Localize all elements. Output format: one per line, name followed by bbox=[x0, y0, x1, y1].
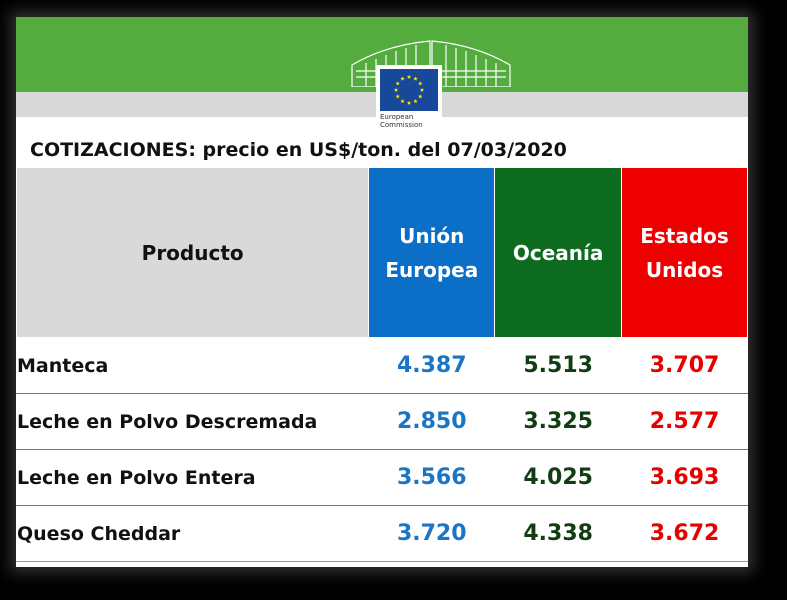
flag-star-icon bbox=[418, 81, 423, 86]
european-commission-logo: European Commission bbox=[346, 37, 516, 131]
column-header-eu-line2: Europea bbox=[385, 257, 479, 282]
page-title: COTIZACIONES: precio en US$/ton. del 07/… bbox=[30, 139, 567, 161]
price-eu: 4.387 bbox=[368, 337, 496, 394]
price-table: Producto Unión Europea Oceanía Estados U… bbox=[16, 167, 748, 562]
table-row: Manteca 4.387 5.513 3.707 bbox=[16, 337, 748, 394]
column-header-product: Producto bbox=[16, 167, 370, 338]
price-oceania: 3.325 bbox=[494, 393, 623, 450]
flag-star-icon bbox=[406, 100, 412, 105]
flag-star-icon bbox=[413, 98, 418, 104]
column-header-us-line2: Unidos bbox=[645, 257, 724, 282]
flag-star-icon bbox=[400, 76, 405, 81]
flag-star-icon bbox=[419, 87, 425, 92]
price-oceania: 5.513 bbox=[494, 337, 623, 394]
price-oceania: 4.338 bbox=[494, 505, 623, 562]
logo-text: European Commission bbox=[380, 113, 440, 129]
column-header-oceania-label: Oceanía bbox=[512, 240, 604, 265]
table-row: Leche en Polvo Descremada 2.850 3.325 2.… bbox=[16, 393, 748, 450]
column-header-eu-line1: Unión bbox=[399, 223, 465, 248]
flag-star-icon bbox=[395, 94, 400, 99]
logo-text-line2: Commission bbox=[380, 121, 423, 129]
flag-star-icon bbox=[418, 94, 423, 99]
flag-star-icon bbox=[400, 98, 405, 104]
table-header-row: Producto Unión Europea Oceanía Estados U… bbox=[16, 167, 748, 338]
table-row: Leche en Polvo Entera 3.566 4.025 3.693 bbox=[16, 449, 748, 506]
product-name: Manteca bbox=[16, 337, 370, 394]
product-name: Leche en Polvo Descremada bbox=[16, 393, 370, 450]
price-us: 2.577 bbox=[621, 393, 748, 450]
price-oceania: 4.025 bbox=[494, 449, 623, 506]
column-header-eu: Unión Europea bbox=[368, 167, 496, 338]
product-name: Leche en Polvo Entera bbox=[16, 449, 370, 506]
flag-star-icon bbox=[406, 74, 412, 79]
product-name: Queso Cheddar bbox=[16, 505, 370, 562]
column-header-product-label: Producto bbox=[141, 240, 244, 265]
column-header-us-line1: Estados bbox=[640, 223, 729, 248]
price-eu: 2.850 bbox=[368, 393, 496, 450]
flag-star-icon bbox=[413, 76, 418, 81]
table-row: Queso Cheddar 3.720 4.338 3.672 bbox=[16, 505, 748, 562]
price-us: 3.693 bbox=[621, 449, 748, 506]
column-header-oceania: Oceanía bbox=[494, 167, 623, 338]
price-eu: 3.720 bbox=[368, 505, 496, 562]
flag-star-icon bbox=[395, 81, 400, 86]
flag-star-icon bbox=[393, 87, 399, 92]
price-card: European Commission COTIZACIONES: precio… bbox=[16, 17, 748, 567]
logo-badge: European Commission bbox=[376, 65, 442, 131]
logo-text-line1: European bbox=[380, 113, 414, 121]
price-eu: 3.566 bbox=[368, 449, 496, 506]
price-us: 3.672 bbox=[621, 505, 748, 562]
eu-flag-icon bbox=[380, 69, 438, 111]
column-header-us: Estados Unidos bbox=[621, 167, 748, 338]
price-us: 3.707 bbox=[621, 337, 748, 394]
